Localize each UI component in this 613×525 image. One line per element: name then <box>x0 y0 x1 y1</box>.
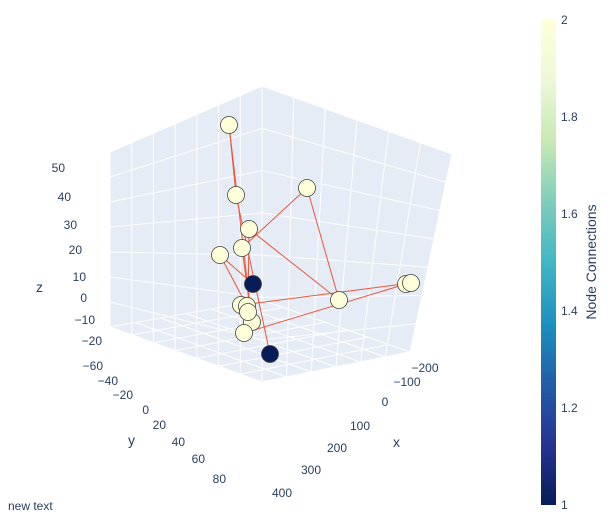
network-node[interactable] <box>220 116 238 134</box>
edge-line <box>306 187 340 301</box>
z-tick-label: 20 <box>69 243 83 257</box>
x-axis-title: x <box>393 434 400 450</box>
network-node[interactable] <box>298 179 316 197</box>
grid-lines <box>109 85 453 383</box>
colorbar-gradient <box>541 20 556 505</box>
colorbar-ticks: 1 1.2 1.4 1.6 1.8 2 <box>561 13 578 512</box>
y-tick-label: −60 <box>83 359 104 373</box>
edge-line <box>248 228 340 301</box>
network-node[interactable] <box>261 345 279 363</box>
edge-line <box>243 283 407 334</box>
y-tick-label: 60 <box>192 452 206 466</box>
annotation-text: new text <box>8 499 53 513</box>
colorbar-tick-label: 1 <box>561 498 568 512</box>
z-tick-label: 40 <box>58 190 72 204</box>
z-tick-label: 30 <box>64 218 78 232</box>
y-tick-label: −20 <box>113 388 134 402</box>
network-node[interactable] <box>227 186 245 204</box>
x-tick-label: −200 <box>411 361 438 375</box>
colorbar-tick-label: 1.8 <box>561 110 578 124</box>
y-tick-label: 0 <box>142 403 149 417</box>
network-node[interactable] <box>240 220 258 238</box>
z-tick-label: 10 <box>73 270 87 284</box>
edge-line <box>235 194 271 355</box>
colorbar: 1 1.2 1.4 1.6 1.8 2 Node Connections <box>541 13 599 512</box>
y-tick-label: 40 <box>172 435 186 449</box>
network-node[interactable] <box>330 291 348 309</box>
z-tick-label: 50 <box>52 161 66 175</box>
y-tick-label: −40 <box>98 374 119 388</box>
x-tick-label: 300 <box>301 463 321 477</box>
network-node[interactable] <box>233 239 251 257</box>
y-tick-labels: −60−40−20 0 20 40 60 80 <box>83 359 227 486</box>
network-nodes[interactable] <box>211 116 420 363</box>
x-tick-label: 0 <box>382 395 389 409</box>
z-axis-title: z <box>36 279 43 295</box>
colorbar-tick-label: 1.2 <box>561 401 578 415</box>
y-tick-label: 80 <box>213 472 227 486</box>
network-node[interactable] <box>235 324 253 342</box>
x-tick-label: 400 <box>272 486 292 500</box>
y-tick-label: 20 <box>153 418 167 432</box>
axis-panes <box>110 86 452 382</box>
colorbar-title: Node Connections <box>583 204 599 319</box>
y-axis-title: y <box>128 432 135 448</box>
network-node[interactable] <box>244 275 262 293</box>
colorbar-tick-label: 1.6 <box>561 207 578 221</box>
x-tick-label: 200 <box>327 441 347 455</box>
network-node[interactable] <box>211 246 229 264</box>
edge-line <box>240 282 412 306</box>
back-pane-y <box>262 86 452 382</box>
z-tick-label: −10 <box>75 313 96 327</box>
x-tick-label: 100 <box>350 419 370 433</box>
edge-line <box>241 187 308 249</box>
colorbar-tick-label: 1.4 <box>561 304 578 318</box>
z-tick-label: −20 <box>82 334 103 348</box>
network-node[interactable] <box>239 303 257 321</box>
network-node[interactable] <box>402 274 420 292</box>
z-tick-label: 0 <box>80 291 87 305</box>
x-tick-label: −100 <box>393 375 420 389</box>
z-tick-labels: −20 −10 0 10 20 30 40 50 <box>52 161 103 348</box>
colorbar-tick-label: 2 <box>561 13 568 27</box>
